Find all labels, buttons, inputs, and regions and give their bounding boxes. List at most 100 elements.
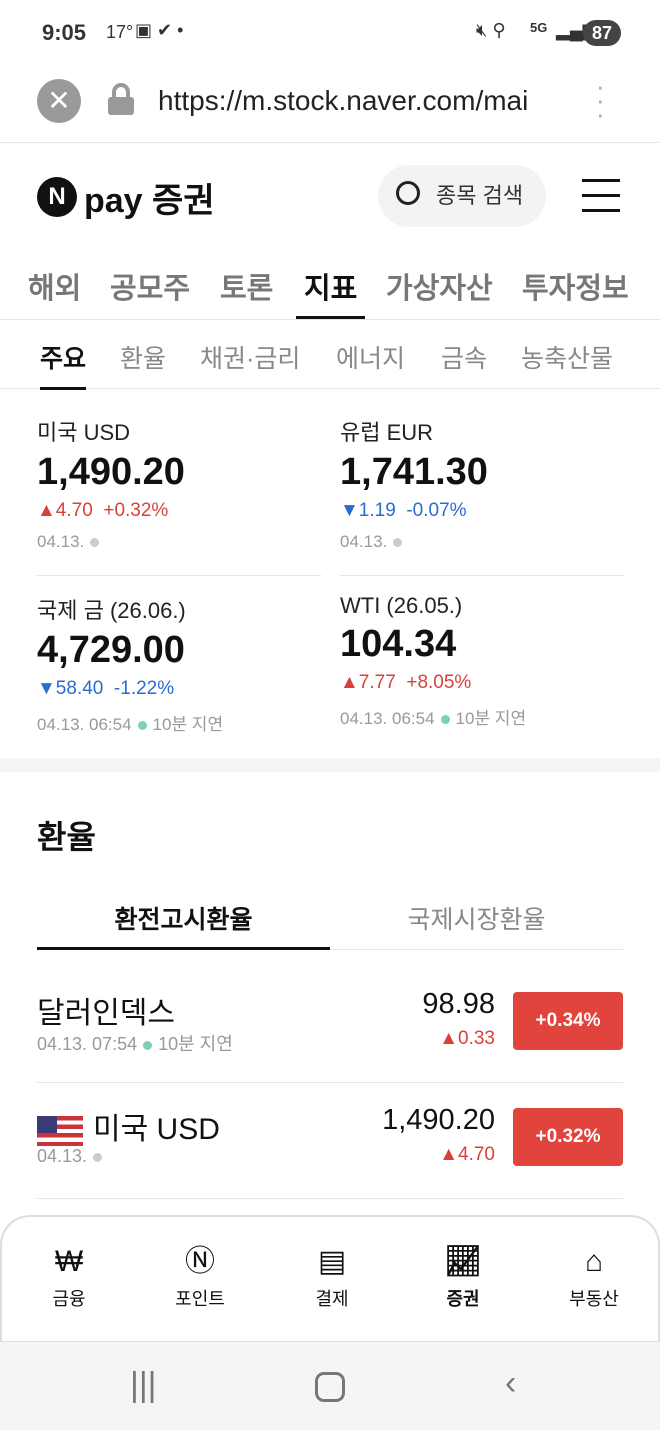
subtab-main[interactable]: 주요 bbox=[40, 339, 87, 390]
tab-ipo[interactable]: 공모주 bbox=[110, 273, 191, 305]
card-value: 1,741.30 bbox=[340, 451, 488, 493]
main-tabs: 해외 공모주 토론 지표 가상자산 투자정보 bbox=[0, 255, 660, 320]
tab-discussion[interactable]: 토론 bbox=[220, 273, 274, 305]
recents-icon[interactable]: ||| bbox=[130, 1366, 157, 1404]
fx-name: 달러인덱스 bbox=[37, 997, 175, 1030]
card-name: 유럽 EUR bbox=[340, 420, 434, 445]
indicator-card[interactable]: 유럽 EUR 1,741.30 ▼1.19 -0.07% 04.13. bbox=[340, 415, 624, 552]
card-date: 04.13. 06:54 bbox=[340, 709, 435, 728]
fx-value: 98.98 bbox=[422, 988, 495, 1020]
fx-change: ▲4.70 bbox=[439, 1144, 495, 1165]
status-temp: 17° bbox=[106, 22, 134, 42]
back-icon[interactable]: ‹ bbox=[505, 1364, 517, 1402]
stock-search-button[interactable]: 종목 검색 bbox=[378, 165, 546, 227]
hamburger-menu-icon[interactable] bbox=[582, 179, 620, 224]
subtab-metals[interactable]: 금속 bbox=[441, 345, 488, 373]
card-change: ▼58.40 bbox=[37, 678, 104, 699]
card-value: 1,490.20 bbox=[37, 451, 185, 493]
status-dot bbox=[90, 538, 100, 547]
card-name: WTI (26.05.) bbox=[340, 593, 463, 618]
fx-value: 1,490.20 bbox=[382, 1104, 495, 1136]
card-pct: -0.07% bbox=[406, 500, 467, 521]
browser-url-bar: ✕ https://m.stock.naver.com/mai · · · bbox=[0, 65, 660, 143]
status-dot bbox=[137, 721, 147, 730]
card-date: 04.13. bbox=[340, 532, 388, 551]
more-menu-icon[interactable]: · · · bbox=[596, 71, 605, 129]
fx-name: 미국 USD bbox=[93, 1113, 220, 1146]
status-dot bbox=[393, 538, 403, 547]
us-flag-icon bbox=[37, 1116, 83, 1147]
battery-indicator: 87 bbox=[583, 20, 621, 46]
tab-investment-info[interactable]: 투자정보 bbox=[522, 273, 629, 305]
naver-logo-icon[interactable]: N bbox=[37, 177, 77, 217]
card-delay: 10분 지연 bbox=[455, 709, 527, 728]
tab-intl-rate[interactable]: 국제시장환율 bbox=[330, 900, 623, 950]
card-pct: -1.22% bbox=[113, 678, 175, 699]
card-value: 4,729.00 bbox=[37, 629, 185, 671]
card-date: 04.13. bbox=[37, 532, 85, 551]
nav-realestate[interactable]: ⌂ 부동산 bbox=[544, 1239, 644, 1311]
tab-indicators[interactable]: 지표 bbox=[295, 265, 366, 319]
indicator-card[interactable]: 미국 USD 1,490.20 ▲4.70 +0.32% 04.13. bbox=[37, 415, 321, 552]
card-name: 미국 USD bbox=[37, 420, 131, 445]
nav-payment[interactable]: ▤ 결제 bbox=[282, 1239, 382, 1311]
card-delay: 10분 지연 bbox=[152, 715, 224, 734]
fx-change: ▲0.33 bbox=[439, 1028, 495, 1049]
fx-delay: 10분 지연 bbox=[158, 1034, 233, 1054]
card-change: ▲7.77 bbox=[340, 672, 396, 693]
fx-date: 04.13. bbox=[37, 1146, 88, 1166]
chart-up-icon: 📈︎ bbox=[443, 1245, 483, 1278]
status-bar: 9:05 17° ▣ ✔ • 🔇︎ ⚲ 5G ▂▄▆ 87 bbox=[0, 0, 660, 65]
point-coin-icon: Ⓝ bbox=[185, 1245, 215, 1278]
nav-label: 증권 bbox=[446, 1289, 480, 1309]
logo-text[interactable]: pay 증권 bbox=[84, 182, 215, 220]
fx-date: 04.13. 07:54 bbox=[37, 1034, 138, 1054]
card-change: ▼1.19 bbox=[340, 500, 396, 521]
url-field[interactable]: https://m.stock.naver.com/mai bbox=[158, 85, 529, 116]
card-date: 04.13. 06:54 bbox=[37, 715, 132, 734]
subtab-energy[interactable]: 에너지 bbox=[336, 345, 406, 373]
nav-label: 부동산 bbox=[569, 1289, 619, 1309]
card-name: 국제 금 (26.06.) bbox=[37, 598, 186, 623]
fx-row[interactable]: 미국 USD 04.13. 1,490.20 ▲4.70 +0.32% bbox=[37, 1084, 623, 1199]
app-header: N pay 증권 종목 검색 bbox=[0, 145, 660, 245]
system-nav-bar: ||| ‹ bbox=[0, 1341, 660, 1430]
fx-row[interactable]: 달러인덱스 04.13. 07:54 10분 지연 98.98 ▲0.33 +0.… bbox=[37, 968, 623, 1083]
indicator-card[interactable]: 국제 금 (26.06.) 4,729.00 ▼58.40 -1.22% 04.… bbox=[37, 593, 321, 735]
bottom-nav: ₩ 금융 Ⓝ 포인트 ▤ 결제 📈︎ 증권 ⌂ 부동산 bbox=[0, 1215, 660, 1341]
nav-finance[interactable]: ₩ 금융 bbox=[19, 1239, 119, 1311]
nav-point[interactable]: Ⓝ 포인트 bbox=[150, 1239, 250, 1311]
card-pct: +8.05% bbox=[406, 672, 472, 693]
status-dot bbox=[143, 1041, 153, 1050]
subtab-bonds[interactable]: 채권·금리 bbox=[200, 345, 301, 373]
building-icon: ⌂ bbox=[584, 1245, 604, 1278]
home-icon[interactable] bbox=[315, 1372, 345, 1402]
close-icon[interactable]: ✕ bbox=[37, 79, 81, 123]
status-dot bbox=[93, 1153, 103, 1162]
subtab-exchange[interactable]: 환율 bbox=[120, 345, 167, 373]
receipt-icon: ▤ bbox=[317, 1245, 347, 1278]
status-time: 9:05 bbox=[42, 20, 87, 45]
tab-notice-rate[interactable]: 환전고시환율 bbox=[37, 900, 330, 950]
mute-location-icons: 🔇︎ ⚲ bbox=[476, 20, 506, 40]
search-icon bbox=[396, 181, 420, 205]
indicator-card[interactable]: WTI (26.05.) 104.34 ▲7.77 +8.05% 04.13. … bbox=[340, 593, 624, 729]
notification-icons: ▣ ✔ • bbox=[135, 20, 184, 40]
sub-tabs: 주요 환율 채권·금리 에너지 금속 농축산물 bbox=[0, 321, 660, 390]
section-title: 환율 bbox=[37, 819, 96, 855]
nav-label: 금융 bbox=[52, 1289, 86, 1309]
section-divider bbox=[0, 758, 660, 772]
nav-label: 포인트 bbox=[175, 1289, 225, 1309]
card-pct: +0.32% bbox=[103, 500, 169, 521]
nav-label: 결제 bbox=[315, 1289, 349, 1309]
card-value: 104.34 bbox=[340, 623, 457, 665]
subtab-agri[interactable]: 농축산물 bbox=[521, 345, 614, 373]
fx-pct-badge: +0.32% bbox=[513, 1108, 623, 1166]
lock-icon bbox=[108, 83, 134, 115]
tab-overseas[interactable]: 해외 bbox=[28, 273, 82, 305]
status-dot bbox=[440, 715, 450, 724]
card-change: ▲4.70 bbox=[37, 500, 93, 521]
network-label: 5G bbox=[530, 20, 548, 35]
tab-crypto[interactable]: 가상자산 bbox=[386, 273, 493, 305]
nav-securities[interactable]: 📈︎ 증권 bbox=[413, 1239, 513, 1311]
